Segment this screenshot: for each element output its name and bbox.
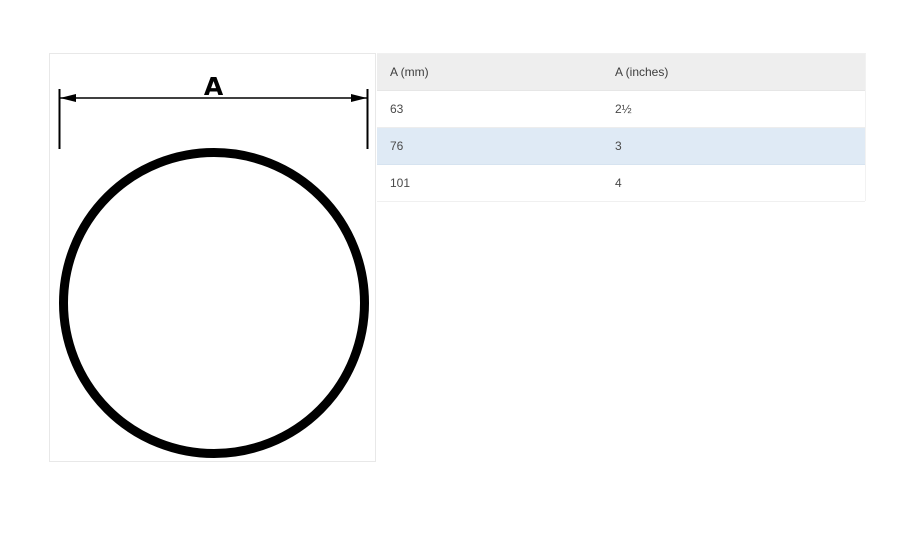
column-header-inches: A (inches) (602, 54, 865, 91)
table-header-row: A (mm) A (inches) (377, 54, 865, 91)
table-row[interactable]: 76 3 (377, 127, 865, 165)
circle-outline (59, 148, 369, 458)
cell-mm: 76 (377, 127, 602, 165)
spec-table: A (mm) A (inches) 63 2½ 76 3 101 4 (377, 54, 865, 202)
arrowhead-right-icon (351, 94, 367, 102)
cell-inches: 3 (602, 127, 865, 165)
spec-table-body: 63 2½ 76 3 101 4 (377, 90, 865, 202)
table-row[interactable]: 63 2½ (377, 90, 865, 128)
product-diagram-panel: A (49, 53, 376, 462)
arrowhead-left-icon (60, 94, 76, 102)
column-header-mm: A (mm) (377, 54, 602, 91)
circle-dimension-drawing (58, 89, 369, 458)
cell-inches: 2½ (602, 90, 865, 128)
dimension-label-a: A (203, 72, 224, 101)
cell-inches: 4 (602, 164, 865, 202)
spec-table-container: A (mm) A (inches) 63 2½ 76 3 101 4 (377, 53, 866, 202)
cell-mm: 63 (377, 90, 602, 128)
table-row[interactable]: 101 4 (377, 164, 865, 202)
spec-table-head: A (mm) A (inches) (377, 54, 865, 91)
cell-mm: 101 (377, 164, 602, 202)
